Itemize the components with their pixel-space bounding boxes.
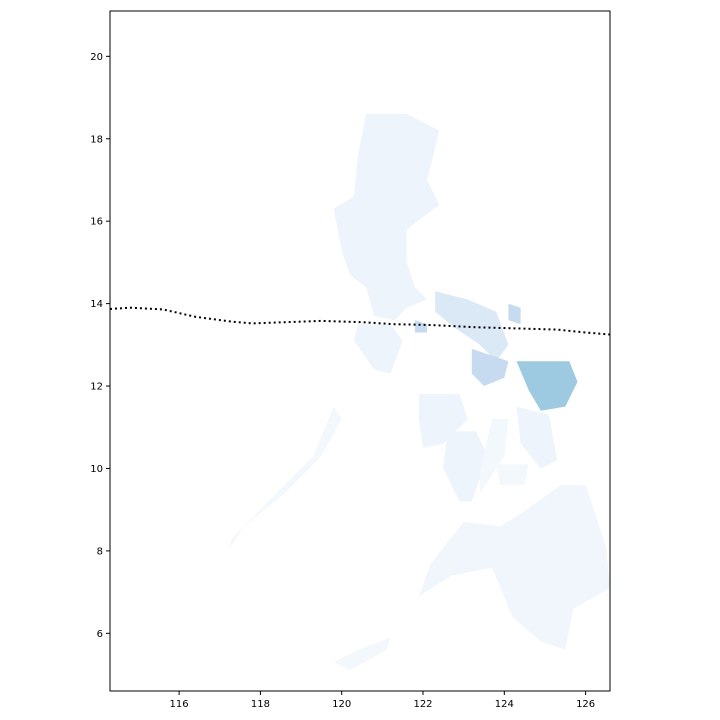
storm-track (109, 306, 611, 336)
x-tick-label: 124 (495, 699, 514, 710)
mindanao-shape (418, 484, 610, 650)
y-axis-ticks: 6 8 10 12 14 16 18 20 (90, 52, 110, 640)
leyte-shape (516, 406, 558, 469)
x-axis-ticks: 116 118 120 122 124 126 (170, 691, 595, 710)
x-tick-label: 116 (170, 699, 189, 710)
y-tick-label: 18 (90, 134, 103, 145)
y-tick-label: 12 (90, 382, 103, 393)
samar-shape (516, 361, 578, 411)
luzon-peninsula-shape (435, 291, 509, 362)
palawan-shape (227, 406, 342, 551)
y-tick-label: 6 (97, 629, 103, 640)
cebu-shape (479, 419, 509, 494)
sulu-islands-shape (333, 637, 391, 671)
luzon-shape (333, 114, 440, 321)
y-tick-label: 14 (90, 299, 103, 310)
y-tick-label: 10 (90, 464, 103, 475)
marinduque-shape (414, 320, 428, 333)
bohol-shape (496, 464, 529, 485)
x-tick-label: 126 (576, 699, 595, 710)
y-tick-label: 8 (97, 546, 103, 557)
track-line (109, 306, 611, 336)
plot-frame (109, 10, 611, 692)
negros-shape (443, 431, 488, 502)
mindoro-shape (353, 324, 403, 374)
y-tick-label: 20 (90, 52, 103, 63)
catanduanes-shape (508, 303, 521, 325)
x-tick-label: 120 (332, 699, 351, 710)
y-tick-label: 16 (90, 217, 103, 228)
philippines-landmass (227, 114, 610, 671)
x-tick-label: 118 (251, 699, 270, 710)
x-tick-label: 122 (413, 699, 432, 710)
masbate-shape (471, 348, 509, 386)
panay-shape (418, 394, 468, 448)
